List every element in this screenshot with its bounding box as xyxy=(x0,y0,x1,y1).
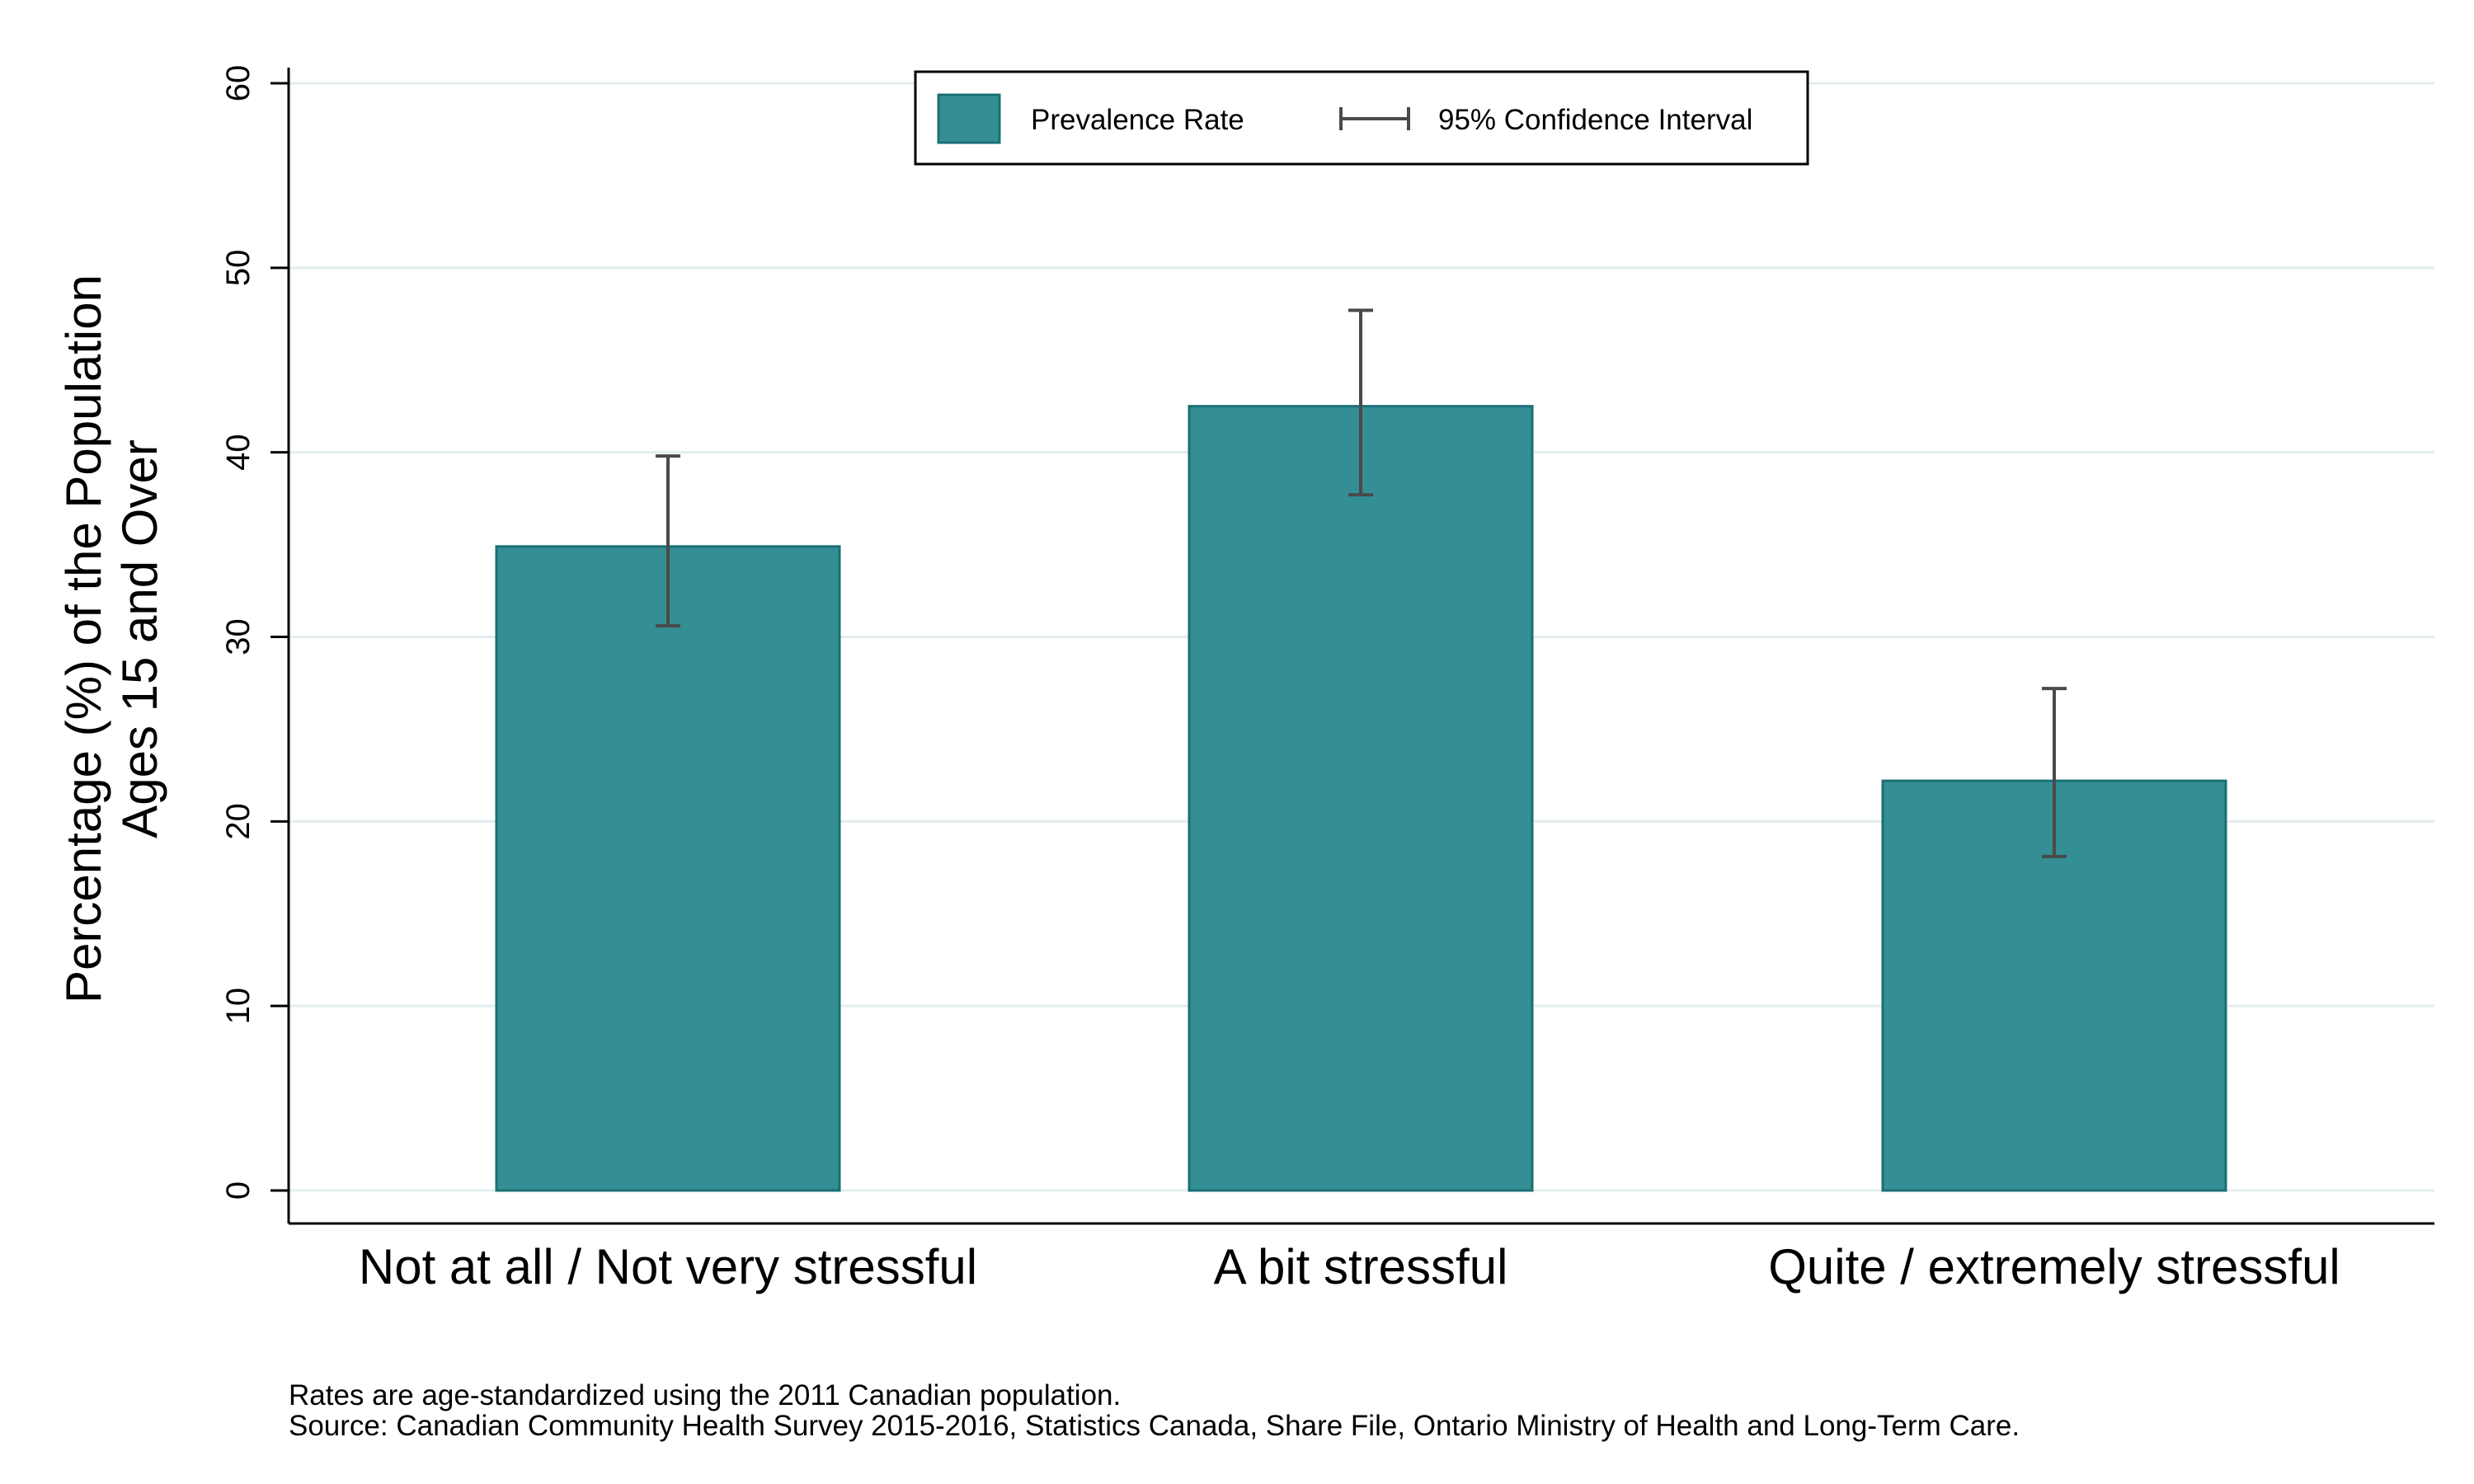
y-tick-label-50: 50 xyxy=(220,250,256,287)
x-tick-label-3: Quite / extremely stressful xyxy=(1768,1239,2340,1294)
legend-ci-icon xyxy=(1339,107,1410,130)
y-tick-label-0: 0 xyxy=(220,1181,256,1200)
y-ticks: 0 10 20 30 40 50 60 xyxy=(220,65,289,1200)
y-tick-label-10: 10 xyxy=(220,988,256,1025)
y-tick-label-40: 40 xyxy=(220,434,256,471)
y-tick-label-20: 20 xyxy=(220,803,256,840)
axes xyxy=(287,68,2434,1225)
legend-swatch-prevalence xyxy=(937,93,1001,144)
y-tick-label-30: 30 xyxy=(220,618,256,655)
y-axis-title-line1: Percentage (%) of the Population xyxy=(56,275,111,1003)
y-tick-label-60: 60 xyxy=(220,65,256,102)
legend-label-prevalence: Prevalence Rate xyxy=(1031,104,1244,136)
x-tick-labels: Not at all / Not very stressful A bit str… xyxy=(359,1239,2340,1294)
x-tick-label-1: Not at all / Not very stressful xyxy=(359,1239,977,1294)
legend: Prevalence Rate 95% Confidence Interval xyxy=(914,70,1809,166)
legend-label-ci: 95% Confidence Interval xyxy=(1438,104,1752,136)
error-bars xyxy=(656,308,2067,858)
footnote-standardization: Rates are age-standardized using the 201… xyxy=(289,1379,1121,1411)
x-tick-label-2: A bit stressful xyxy=(1214,1239,1508,1294)
bar-1 xyxy=(495,545,841,1192)
bars xyxy=(495,405,2227,1192)
bar-2 xyxy=(1188,405,1534,1192)
y-axis-title-line2: Ages 15 and Over xyxy=(112,439,167,838)
footnote-source: Source: Canadian Community Health Survey… xyxy=(289,1410,2020,1442)
